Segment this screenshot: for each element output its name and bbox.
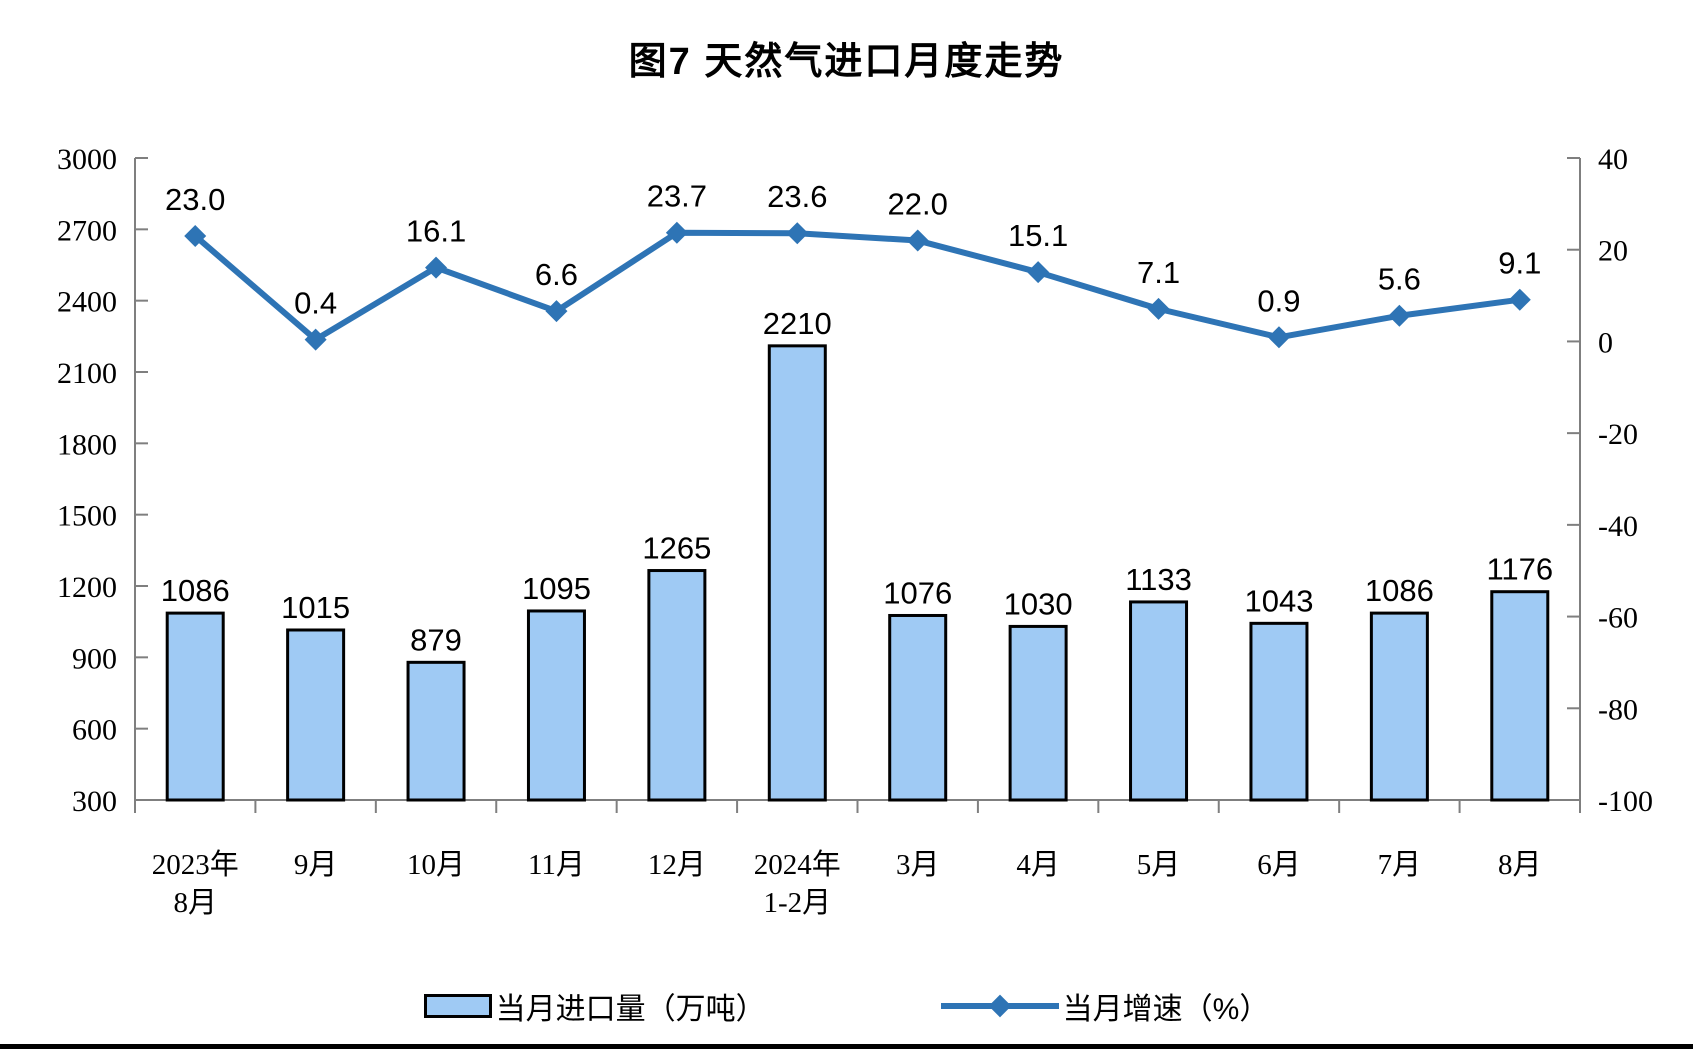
- bar-value-label: 1086: [161, 573, 230, 608]
- x-category-label: 2024年: [754, 848, 841, 881]
- bar-value-label: 2210: [763, 306, 832, 341]
- line-marker-icon: [906, 229, 929, 252]
- line-marker-icon: [425, 256, 448, 279]
- line-series-swatch-icon: [940, 994, 1059, 1018]
- line-marker-icon: [1267, 326, 1290, 349]
- line-value-label: 15.1: [1008, 218, 1068, 253]
- bar: [1249, 621, 1309, 802]
- x-category-label: 6月: [1257, 849, 1301, 881]
- legend-line-label: 当月增速（%）: [1062, 993, 1270, 1026]
- right-axis-tick-label: -80: [1598, 693, 1638, 726]
- left-axis-tick-label: 300: [72, 785, 117, 818]
- right-axis-tick-label: -100: [1598, 785, 1653, 818]
- bar: [767, 344, 827, 802]
- left-axis-tick-label: 900: [72, 642, 117, 675]
- x-category-label: 1-2月: [763, 887, 831, 919]
- line-marker-icon: [665, 221, 688, 244]
- bar: [406, 660, 466, 802]
- line-value-label: 16.1: [406, 214, 466, 249]
- growth-line: [192, 229, 1523, 343]
- bar: [165, 611, 225, 802]
- line-marker-icon: [184, 224, 207, 247]
- chart-canvas: 300 600 900 1200 1500 1800 2100 2400 2700 3000 -10…: [57, 143, 1653, 919]
- x-category-label: 10月: [407, 849, 465, 881]
- line-value-label: 6.6: [535, 257, 578, 292]
- right-axis-tick-label: -60: [1598, 602, 1638, 635]
- bar: [1369, 611, 1429, 802]
- line-marker-icon: [545, 300, 568, 323]
- page-bottom-divider: [0, 1044, 1693, 1049]
- line-value-label: 22.0: [888, 187, 948, 222]
- line-marker-icon: [304, 328, 327, 351]
- line-swatch-diamond-icon: [988, 994, 1011, 1018]
- bar-value-label: 1076: [883, 575, 952, 610]
- bar: [647, 569, 707, 802]
- bar-value-label: 1015: [281, 590, 350, 625]
- bar-series-swatch-icon: [423, 994, 492, 1018]
- bar: [526, 609, 586, 802]
- line-value-label: 0.4: [294, 286, 337, 321]
- left-axis-tick-label: 2100: [57, 357, 117, 390]
- x-category-label: 4月: [1016, 849, 1060, 881]
- x-category-label: 11月: [528, 849, 585, 881]
- left-axis-tick-label: 3000: [57, 143, 117, 176]
- line-value-label: 23.6: [767, 179, 827, 214]
- line-value-label: 23.0: [165, 182, 225, 217]
- line-marker-icon: [1388, 304, 1411, 327]
- bar-value-label: 879: [410, 622, 462, 657]
- line-value-label: 0.9: [1257, 283, 1300, 318]
- chart-legend: 当月进口量（万吨） 当月增速（%）: [0, 984, 1693, 1028]
- line-marker-icon: [1508, 288, 1531, 311]
- left-axis-tick-label: 600: [72, 714, 117, 747]
- right-axis-tick-label: -40: [1598, 510, 1638, 543]
- left-axis-tick-label: 1200: [57, 571, 117, 604]
- chart-title: 图7 天然气进口月度走势: [628, 41, 1065, 83]
- line-value-label: 7.1: [1137, 255, 1180, 290]
- x-category-label: 5月: [1137, 849, 1181, 881]
- right-axis-tick-label: -20: [1598, 418, 1638, 451]
- x-category-label: 8月: [173, 887, 217, 919]
- bar-value-label: 1095: [522, 571, 591, 606]
- x-category-label: 3月: [896, 849, 940, 881]
- right-axis-tick-label: 0: [1598, 326, 1613, 359]
- line-value-label: 5.6: [1378, 262, 1421, 297]
- bar-value-label: 1176: [1486, 552, 1553, 587]
- bar-value-label: 1043: [1244, 583, 1313, 618]
- line-marker-icon: [786, 222, 809, 245]
- bar: [1490, 590, 1550, 802]
- bar-value-label: 1133: [1125, 562, 1192, 597]
- x-category-label: 12月: [648, 849, 706, 881]
- x-category-label: 9月: [294, 849, 338, 881]
- right-axis-tick-label: 20: [1598, 235, 1628, 268]
- legend-item-line: 当月增速（%）: [940, 984, 1270, 1028]
- line-marker-icon: [1027, 261, 1050, 284]
- bar-value-label: 1030: [1004, 586, 1073, 621]
- bar: [286, 628, 346, 802]
- bar-value-label: 1086: [1365, 573, 1434, 608]
- legend-item-bar: 当月进口量（万吨）: [423, 984, 766, 1028]
- left-axis-tick-label: 1800: [57, 428, 117, 461]
- x-category-label: 2023年: [152, 848, 239, 881]
- right-axis-tick-label: 40: [1598, 143, 1628, 176]
- bar-value-label: 1265: [642, 531, 711, 566]
- bar: [888, 613, 948, 802]
- bar: [1008, 624, 1068, 802]
- line-marker-icon: [1147, 297, 1170, 320]
- left-axis-tick-label: 2400: [57, 286, 117, 319]
- line-value-label: 9.1: [1498, 246, 1541, 281]
- bar: [1129, 600, 1189, 802]
- line-value-label: 23.7: [647, 179, 707, 214]
- x-category-label: 8月: [1498, 849, 1542, 881]
- left-axis-tick-label: 2700: [57, 214, 117, 247]
- legend-bar-label: 当月进口量（万吨）: [495, 993, 766, 1026]
- x-category-label: 7月: [1378, 849, 1422, 881]
- left-axis-tick-label: 1500: [57, 500, 117, 533]
